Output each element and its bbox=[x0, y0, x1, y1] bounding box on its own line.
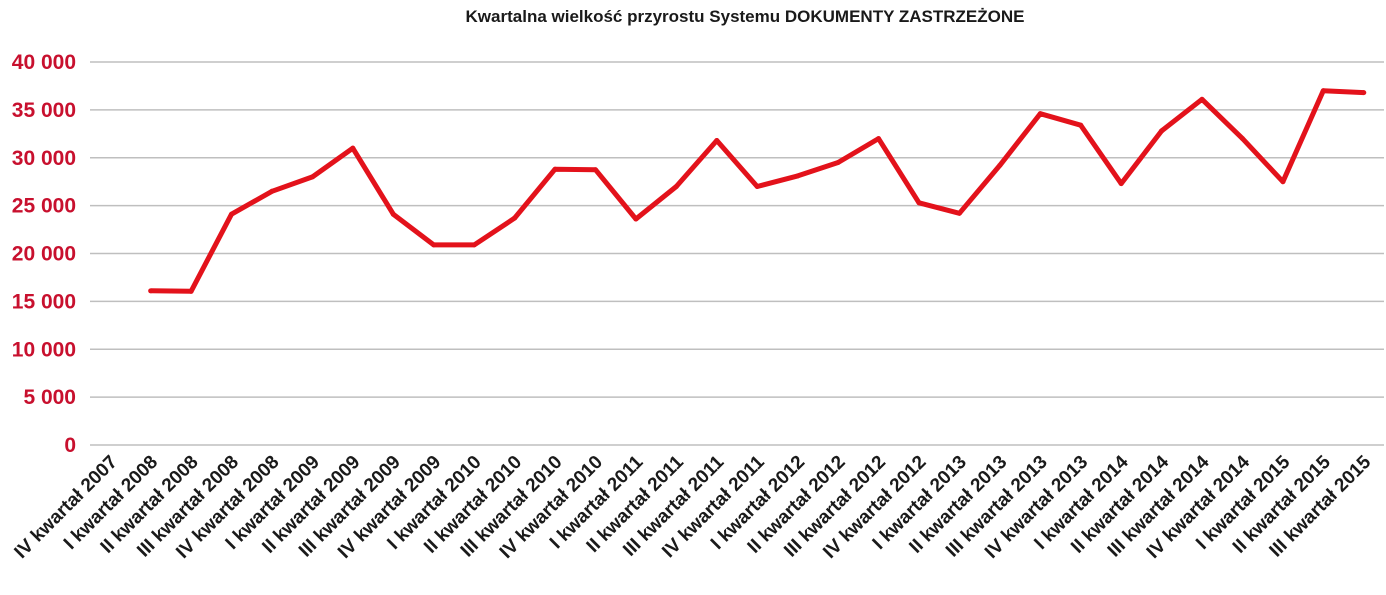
data-point bbox=[512, 215, 518, 221]
y-tick-label: 5 000 bbox=[23, 386, 76, 409]
data-point bbox=[1199, 96, 1205, 102]
data-point bbox=[431, 242, 437, 248]
y-tick-label: 20 000 bbox=[12, 243, 76, 266]
data-point bbox=[997, 162, 1003, 168]
data-point bbox=[1361, 90, 1367, 96]
data-point bbox=[269, 188, 275, 194]
data-point bbox=[754, 183, 760, 189]
y-tick-label: 10 000 bbox=[12, 338, 76, 361]
data-point bbox=[148, 288, 154, 294]
data-point bbox=[1078, 122, 1084, 128]
data-point bbox=[916, 200, 922, 206]
data-point bbox=[309, 174, 315, 180]
y-tick-label: 30 000 bbox=[12, 147, 76, 170]
data-point bbox=[229, 211, 235, 217]
data-point bbox=[350, 145, 356, 151]
data-point bbox=[633, 216, 639, 222]
y-tick-label: 0 bbox=[64, 434, 76, 457]
series-line bbox=[150, 88, 1364, 294]
data-point bbox=[876, 136, 882, 142]
data-point bbox=[471, 242, 477, 248]
y-tick-label: 25 000 bbox=[12, 195, 76, 218]
y-tick-label: 40 000 bbox=[12, 51, 76, 74]
data-point bbox=[835, 160, 841, 166]
y-tick-label: 35 000 bbox=[12, 99, 76, 122]
data-point bbox=[1118, 181, 1124, 187]
data-point bbox=[1320, 88, 1326, 94]
y-tick-label: 15 000 bbox=[12, 290, 76, 313]
data-point bbox=[592, 167, 598, 173]
data-point bbox=[1037, 111, 1043, 117]
series-layer bbox=[148, 88, 1367, 294]
data-point bbox=[188, 288, 194, 294]
data-point bbox=[552, 166, 558, 172]
data-point bbox=[795, 173, 801, 179]
data-point bbox=[714, 138, 720, 144]
chart-title: Kwartalna wielkość przyrostu Systemu DOK… bbox=[466, 7, 1025, 26]
data-point bbox=[390, 211, 396, 217]
gridlines bbox=[90, 61, 1384, 446]
data-point bbox=[1280, 179, 1286, 185]
data-point bbox=[673, 183, 679, 189]
y-axis-ticks: 0 5 000 10 000 15 000 20 000 25 000 30 000 35 0… bbox=[12, 51, 76, 457]
data-point bbox=[1159, 128, 1165, 134]
data-point bbox=[1239, 136, 1245, 142]
data-point bbox=[956, 210, 962, 216]
